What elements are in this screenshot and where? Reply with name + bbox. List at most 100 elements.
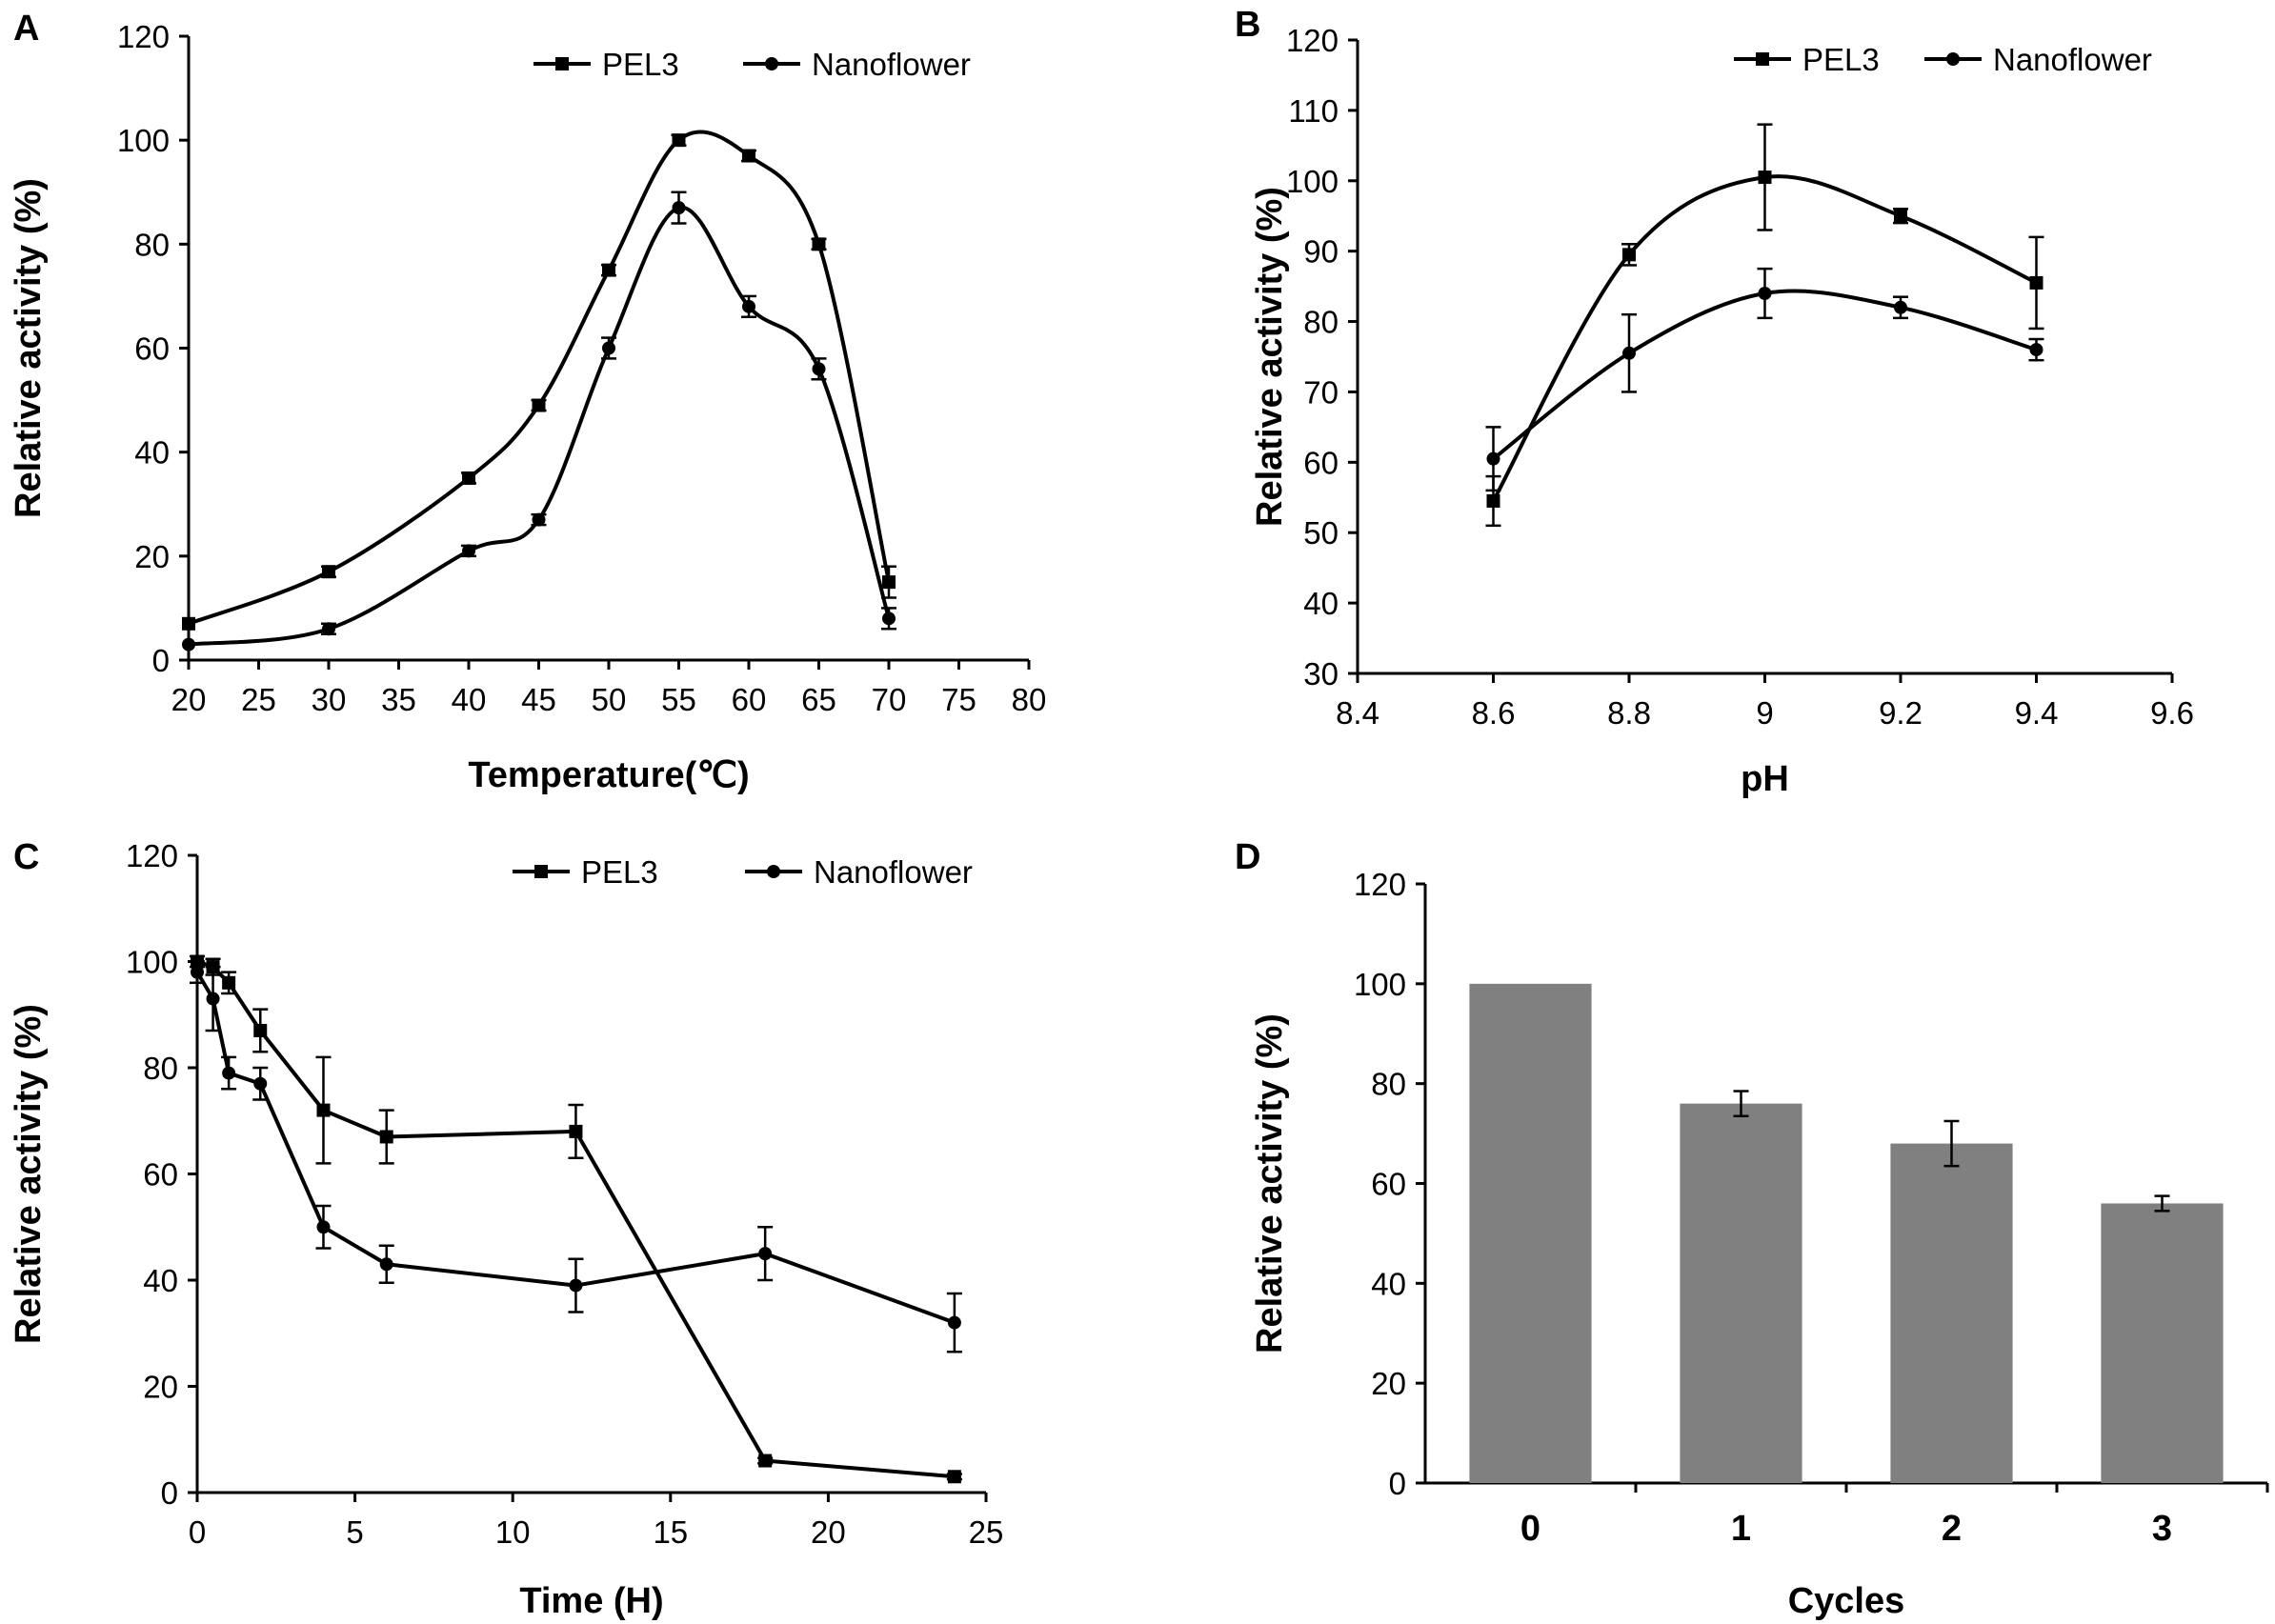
data-point-pel3 (569, 1124, 583, 1138)
data-point-pel3 (462, 471, 475, 485)
y-tick-label: 80 (134, 227, 170, 262)
x-tick-label: 8.4 (1336, 695, 1379, 731)
legend-label-pel3: PEL3 (1802, 42, 1880, 77)
y-tick-label: 100 (1286, 164, 1339, 199)
data-point-pel3 (672, 133, 686, 148)
data-point-nanoflower (379, 1257, 393, 1272)
data-point-pel3 (602, 263, 615, 277)
y-axis-title: Relative activity (%) (1250, 187, 1290, 527)
data-point-pel3 (182, 616, 195, 631)
legend-marker (765, 57, 778, 70)
x-axis-title: Time (H) (519, 1581, 663, 1621)
series-line-nanoflower (188, 205, 891, 647)
x-tick-label: 2 (1942, 1509, 1962, 1549)
y-tick-label: 40 (143, 1263, 178, 1298)
data-point-pel3 (812, 237, 826, 251)
x-tick-label: 30 (312, 682, 347, 717)
y-tick-label: 60 (1303, 445, 1339, 480)
y-tick-label: 100 (126, 945, 178, 980)
y-tick-label: 0 (152, 643, 170, 678)
x-tick-label: 1 (1731, 1509, 1751, 1549)
x-tick-label: 55 (661, 682, 696, 717)
data-point-nanoflower (322, 622, 335, 636)
panel-label: D (1235, 837, 1260, 877)
panel-label: C (13, 837, 39, 877)
y-tick-label: 80 (143, 1051, 178, 1086)
x-tick-label: 20 (811, 1514, 846, 1550)
y-axis-title: Relative activity (%) (9, 1004, 49, 1344)
x-tick-label: 9.6 (2150, 695, 2194, 731)
x-tick-label: 0 (1520, 1509, 1540, 1549)
panel-label: A (13, 9, 39, 49)
y-tick-label: 120 (1354, 867, 1406, 902)
y-tick-label: 120 (126, 838, 178, 873)
x-axis-title: pH (1741, 759, 1789, 799)
y-tick-label: 120 (1286, 23, 1339, 58)
data-point-nanoflower (191, 965, 204, 979)
x-tick-label: 40 (452, 682, 487, 717)
x-tick-label: 10 (495, 1514, 531, 1550)
x-tick-label: 20 (171, 682, 207, 717)
y-tick-label: 40 (134, 435, 170, 471)
y-tick-label: 100 (1354, 967, 1406, 1002)
y-tick-label: 50 (1303, 515, 1339, 551)
bar-cycle-0 (1469, 983, 1592, 1483)
y-tick-label: 30 (1303, 656, 1339, 692)
legend-marker (555, 57, 569, 70)
y-tick-label: 60 (1371, 1167, 1406, 1202)
data-point-nanoflower (1622, 346, 1636, 360)
y-tick-label: 60 (134, 331, 170, 367)
y-tick-label: 20 (134, 539, 170, 574)
legend-label-nanoflower: Nanoflower (1993, 42, 2152, 77)
x-tick-label: 9.4 (2015, 695, 2059, 731)
x-tick-label: 8.8 (1607, 695, 1651, 731)
data-point-pel3 (1894, 209, 1907, 223)
y-tick-label: 40 (1303, 586, 1339, 621)
data-point-pel3 (379, 1130, 393, 1144)
panel-label: B (1235, 5, 1260, 45)
data-point-nanoflower (742, 299, 755, 313)
y-tick-label: 20 (143, 1370, 178, 1405)
data-point-nanoflower (1894, 300, 1907, 314)
y-axis-title: Relative activity (%) (1250, 1013, 1290, 1353)
data-point-pel3 (316, 1103, 331, 1117)
data-point-nanoflower (882, 612, 896, 626)
legend-label-pel3: PEL3 (581, 854, 658, 890)
legend-marker (767, 865, 780, 878)
x-tick-label: 35 (381, 682, 416, 717)
x-tick-label: 5 (346, 1514, 363, 1550)
data-point-nanoflower (2029, 343, 2043, 357)
data-point-nanoflower (758, 1247, 773, 1261)
x-tick-label: 25 (969, 1514, 1004, 1550)
bar-cycle-2 (1890, 1143, 2013, 1483)
y-tick-label: 20 (1371, 1366, 1406, 1401)
x-tick-label: 0 (189, 1514, 206, 1550)
x-tick-label: 50 (592, 682, 627, 717)
data-point-pel3 (322, 565, 335, 579)
data-point-pel3 (742, 149, 755, 163)
y-tick-label: 120 (117, 19, 170, 54)
data-point-pel3 (532, 398, 546, 412)
data-point-pel3 (2029, 275, 2043, 290)
x-axis-title: Temperature(℃) (468, 755, 749, 795)
data-point-pel3 (758, 1454, 773, 1468)
legend-label-pel3: PEL3 (602, 47, 679, 82)
x-tick-label: 15 (653, 1514, 688, 1550)
data-point-nanoflower (569, 1278, 583, 1293)
x-tick-label: 9.2 (1879, 695, 1923, 731)
data-point-nanoflower (1758, 287, 1772, 300)
panel-b: B 30 40 50 60 70 80 90 100 110 120 8.4 8.6 8.8 9 9.2 9.4… (1235, 5, 2194, 799)
legend-marker (1756, 52, 1769, 66)
x-tick-label: 45 (521, 682, 556, 717)
data-point-pel3 (1758, 170, 1772, 185)
data-point-nanoflower (182, 637, 195, 652)
x-tick-label: 25 (241, 682, 276, 717)
y-tick-label: 80 (1371, 1067, 1406, 1102)
y-tick-label: 60 (143, 1157, 178, 1193)
x-tick-label: 65 (801, 682, 836, 717)
legend-label-nanoflower: Nanoflower (812, 47, 971, 82)
y-tick-label: 40 (1371, 1266, 1406, 1301)
data-point-nanoflower (532, 512, 546, 527)
